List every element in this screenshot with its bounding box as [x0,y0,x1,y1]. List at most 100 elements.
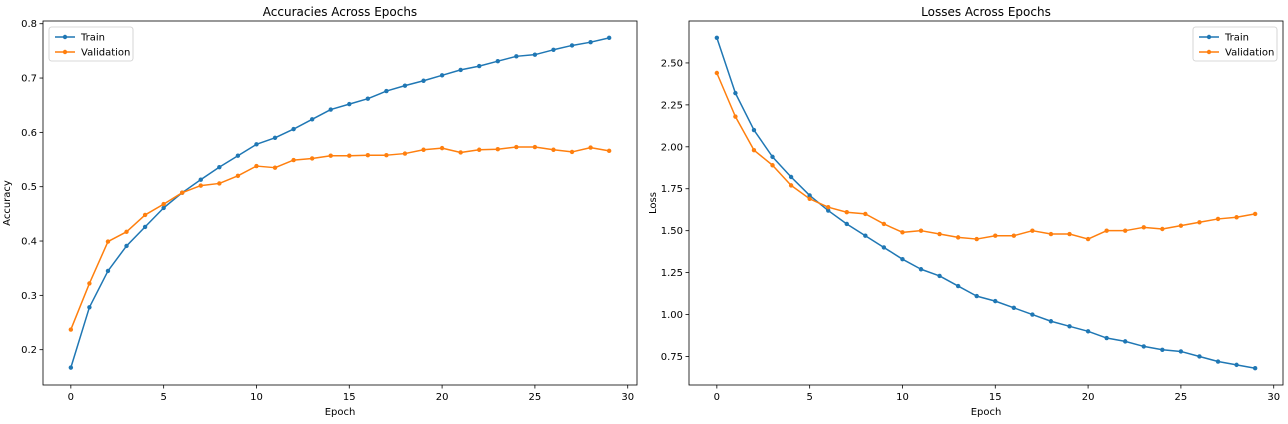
data-point [1234,215,1239,220]
y-tick-label: 0.75 [661,352,683,363]
x-tick-label: 0 [68,392,74,403]
series-line [70,37,610,368]
y-tick-label: 0.3 [21,291,37,302]
data-point [569,43,575,48]
data-point [365,152,371,158]
data-point [124,229,129,234]
y-tick-label: 0.2 [21,345,37,356]
data-point [1048,319,1054,324]
y-tick-label: 1.25 [661,268,683,279]
data-point [1011,305,1017,311]
data-point [198,183,203,188]
data-point [1123,228,1128,233]
data-point [254,142,259,147]
data-point [217,181,222,186]
data-point [68,327,74,332]
data-point [751,147,757,153]
series-train [714,35,1258,371]
data-point [807,196,812,202]
data-point [900,256,905,262]
data-point [733,90,738,96]
x-tick-label: 20 [436,392,449,403]
data-point [1067,324,1072,329]
data-point [1160,347,1165,352]
data-point [347,153,352,158]
x-tick-label: 0 [714,392,720,403]
x-tick-label: 20 [1082,392,1095,403]
x-tick-label: 25 [1175,392,1188,403]
data-point [87,305,92,310]
data-point [384,152,389,158]
data-point [881,221,887,227]
data-point [714,35,720,40]
x-tick-label: 15 [343,392,356,403]
legend-swatch-marker [1206,34,1212,40]
y-tick-label: 1.75 [661,184,683,195]
data-point [974,293,979,299]
chart-title: Losses Across Epochs [921,5,1051,19]
data-point [1234,362,1239,368]
data-point [439,145,445,151]
data-point [937,273,942,279]
data-point [826,208,831,213]
x-tick-label: 5 [806,392,812,403]
legend: Train Validation [1192,26,1278,62]
data-point [495,147,500,152]
data-point [863,233,868,238]
y-tick-label: 0.4 [21,237,37,248]
data-point [1252,211,1258,217]
data-point [254,163,259,169]
data-point [272,135,278,141]
data-point [733,114,738,119]
data-point [421,147,426,152]
data-point [955,235,961,240]
data-point [881,245,887,250]
data-point [1030,312,1035,317]
data-point [955,283,961,289]
data-point [606,35,612,41]
data-point [458,67,463,73]
x-tick-label: 30 [621,392,634,403]
data-point [105,239,111,244]
series-train [68,35,612,370]
data-point [328,107,333,112]
data-point [142,212,148,218]
data-point [1215,216,1221,222]
data-point [993,298,998,304]
data-point [551,147,556,152]
data-point [495,59,500,64]
data-point [551,47,556,52]
data-point [68,365,74,370]
legend-label: Train [80,33,105,44]
data-point [751,127,757,133]
data-point [1141,225,1146,230]
data-point [1104,335,1109,341]
data-point [1104,228,1109,233]
data-point [993,233,998,238]
y-tick-label: 1.50 [661,226,683,237]
data-point [770,163,775,168]
data-point [384,88,389,94]
data-point [439,73,445,78]
data-point [606,148,612,154]
data-point [291,157,296,163]
data-point [844,210,849,215]
data-point [347,101,352,107]
series-validation [714,70,1258,242]
legend-swatch-marker [1206,49,1212,55]
data-point [365,96,371,101]
x-tick-label: 15 [989,392,1002,403]
x-axis-label: Epoch [325,407,356,418]
x-tick-label: 10 [896,392,909,403]
data-point [1123,339,1128,344]
series-validation [68,144,612,332]
y-axis-label: Loss [648,192,659,214]
x-tick-label: 30 [1267,392,1280,403]
data-point [1197,220,1202,225]
x-tick-label: 10 [250,392,263,403]
axes-frame [688,20,1284,386]
data-point [532,144,538,150]
y-tick-label: 0.6 [21,128,37,139]
data-point [1197,354,1202,359]
